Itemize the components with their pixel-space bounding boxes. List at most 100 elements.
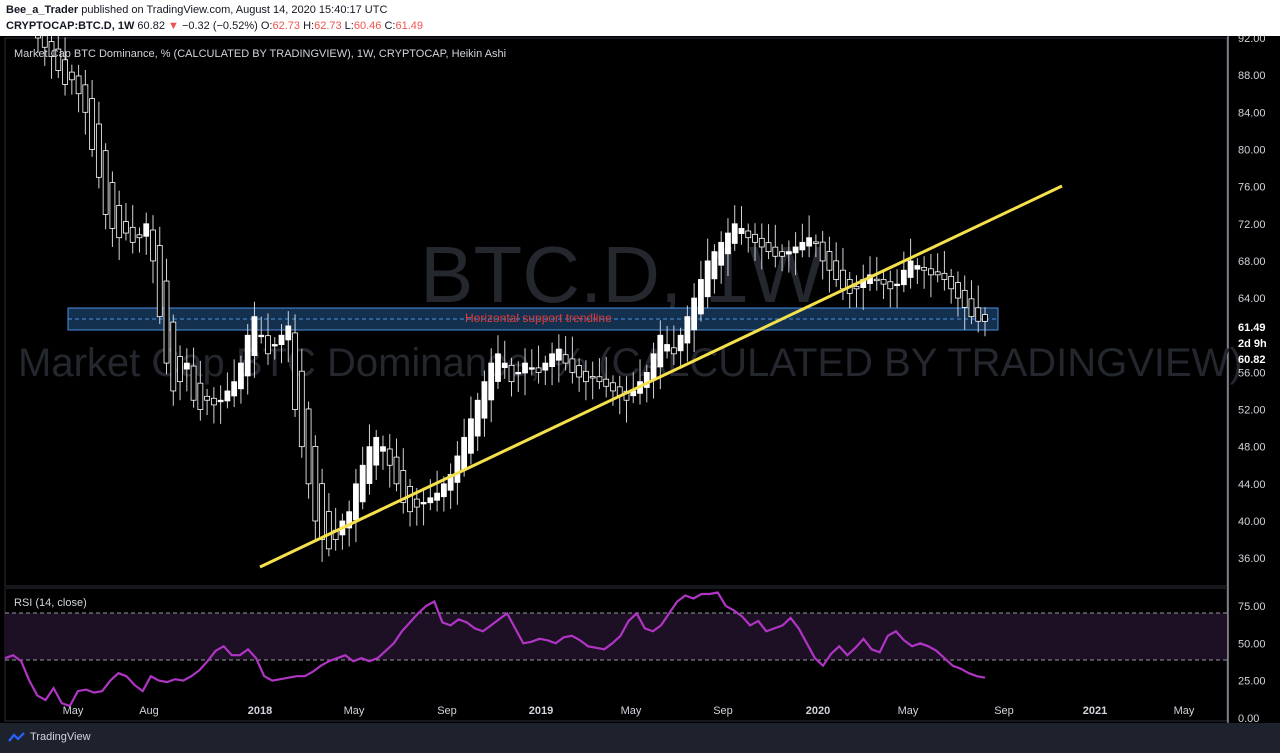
candle-body[interactable] [799, 241, 806, 251]
candle-body[interactable] [921, 266, 928, 271]
candle-body[interactable] [948, 276, 955, 290]
candle-body[interactable] [285, 325, 292, 341]
candle-body[interactable] [657, 334, 664, 368]
candle-body[interactable] [569, 358, 576, 373]
candle-body[interactable] [900, 269, 907, 286]
candle-body[interactable] [68, 71, 75, 81]
candle-body[interactable] [150, 229, 156, 262]
candle-body[interactable] [440, 483, 447, 498]
candle-body[interactable] [244, 334, 251, 377]
candle-body[interactable] [400, 470, 407, 503]
candle-body[interactable] [914, 265, 921, 270]
candle-body[interactable] [853, 286, 860, 290]
candle-body[interactable] [62, 59, 68, 85]
candle-body[interactable] [95, 123, 102, 178]
candle-body[interactable] [887, 281, 894, 290]
candle-body[interactable] [386, 448, 393, 466]
candle-body[interactable] [873, 278, 880, 282]
candle-body[interactable] [123, 221, 129, 234]
candle-body[interactable] [684, 316, 691, 344]
candle-body[interactable] [35, 36, 41, 39]
candle-body[interactable] [934, 271, 941, 276]
candle-body[interactable] [407, 486, 413, 513]
candle-body[interactable] [210, 397, 217, 406]
candle-body[interactable] [116, 205, 123, 239]
candle-body[interactable] [461, 436, 468, 470]
candle-body[interactable] [961, 289, 968, 308]
candle-body[interactable] [785, 251, 792, 255]
candle-body[interactable] [752, 233, 758, 243]
candle-body[interactable] [468, 418, 474, 454]
candle-body[interactable] [265, 335, 271, 355]
candle-body[interactable] [738, 228, 745, 234]
candle-body[interactable] [758, 237, 765, 248]
support-annotation[interactable]: Horizontal support trendline [465, 311, 612, 325]
candle-body[interactable] [258, 334, 265, 338]
candle-body[interactable] [190, 365, 197, 401]
candle-body[interactable] [325, 511, 332, 550]
candle-body[interactable] [880, 278, 887, 285]
candle-body[interactable] [454, 455, 461, 483]
candle-body[interactable] [217, 399, 224, 403]
rising-trendline[interactable] [259, 184, 1063, 569]
candle-body[interactable] [305, 408, 312, 485]
candle-body[interactable] [89, 98, 96, 150]
candle-body[interactable] [224, 390, 231, 402]
candle-body[interactable] [366, 446, 373, 484]
candle-body[interactable] [271, 344, 278, 347]
candle-body[interactable] [298, 370, 305, 448]
candle-body[interactable] [156, 245, 163, 318]
candle-body[interactable] [535, 367, 542, 373]
candle-body[interactable] [413, 498, 420, 508]
candle-body[interactable] [359, 464, 366, 503]
candle-body[interactable] [55, 48, 62, 71]
candle-body[interactable] [163, 280, 170, 364]
price-chart[interactable]: BTC.D, 1W Market Cap BTC Dominance, % (C… [0, 36, 1280, 723]
candle-body[interactable] [495, 353, 501, 382]
candle-body[interactable] [731, 223, 738, 244]
candle-body[interactable] [197, 382, 204, 410]
candle-body[interactable] [48, 41, 55, 57]
candle-body[interactable] [75, 75, 82, 95]
candle-body[interactable] [704, 260, 711, 298]
candle-body[interactable] [725, 232, 731, 255]
candle-body[interactable] [393, 456, 400, 485]
candle-body[interactable] [434, 492, 440, 501]
candle-body[interactable] [549, 353, 555, 368]
candle-body[interactable] [183, 362, 190, 370]
candle-body[interactable] [792, 246, 799, 254]
candle-body[interactable] [806, 237, 813, 247]
candle-body[interactable] [420, 502, 427, 505]
candle-body[interactable] [691, 297, 698, 331]
candle-body[interactable] [826, 251, 833, 271]
candle-body[interactable] [677, 334, 684, 352]
candle-body[interactable] [711, 251, 718, 280]
candle-body[interactable] [447, 474, 454, 491]
candle-body[interactable] [643, 371, 650, 388]
candle-body[interactable] [373, 436, 380, 466]
author-name[interactable]: Bee_a_Trader [6, 4, 79, 16]
candle-body[interactable] [670, 347, 677, 355]
candle-body[interactable] [346, 511, 353, 529]
candle-body[interactable] [941, 272, 948, 280]
candle-body[interactable] [927, 268, 934, 276]
candle-body[interactable] [975, 307, 982, 322]
candle-body[interactable] [968, 298, 975, 318]
candle-body[interactable] [522, 362, 528, 374]
candle-body[interactable] [474, 399, 481, 437]
candle-body[interactable] [251, 316, 258, 356]
candle-body[interactable] [718, 241, 725, 266]
candle-body[interactable] [515, 371, 522, 375]
candle-body[interactable] [109, 182, 116, 229]
candle-body[interactable] [204, 395, 211, 401]
candle-body[interactable] [129, 226, 136, 243]
candle-body[interactable] [542, 362, 549, 371]
candle-body[interactable] [982, 314, 988, 322]
candle-body[interactable] [231, 381, 238, 397]
candle-body[interactable] [170, 321, 177, 392]
candle-body[interactable] [102, 150, 109, 215]
candle-body[interactable] [698, 279, 704, 315]
footer-brand[interactable]: TradingView [30, 731, 91, 743]
candle-body[interactable] [508, 364, 515, 383]
candle-body[interactable] [894, 283, 900, 287]
